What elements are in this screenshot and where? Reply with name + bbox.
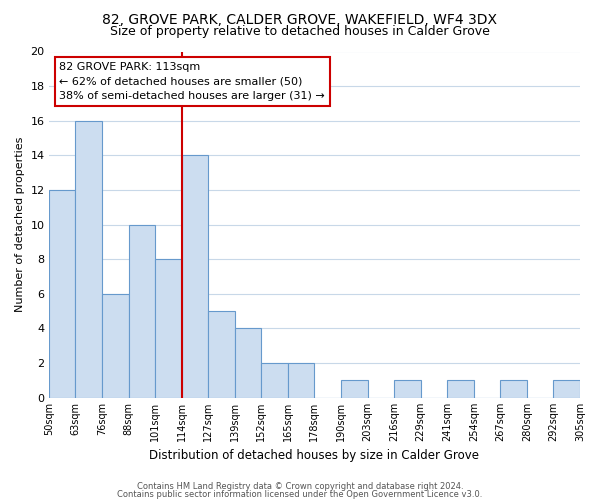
Bar	[500, 380, 527, 398]
Text: 82, GROVE PARK, CALDER GROVE, WAKEFIELD, WF4 3DX: 82, GROVE PARK, CALDER GROVE, WAKEFIELD,…	[103, 12, 497, 26]
X-axis label: Distribution of detached houses by size in Calder Grove: Distribution of detached houses by size …	[149, 450, 479, 462]
Bar	[182, 156, 208, 398]
Bar	[128, 224, 155, 398]
Text: Contains HM Land Registry data © Crown copyright and database right 2024.: Contains HM Land Registry data © Crown c…	[137, 482, 463, 491]
Y-axis label: Number of detached properties: Number of detached properties	[15, 137, 25, 312]
Bar	[288, 363, 314, 398]
Bar	[394, 380, 421, 398]
Bar	[341, 380, 368, 398]
Bar	[447, 380, 474, 398]
Bar	[49, 190, 76, 398]
Bar	[235, 328, 262, 398]
Bar	[76, 120, 102, 398]
Bar	[553, 380, 580, 398]
Bar	[102, 294, 128, 398]
Bar	[155, 259, 182, 398]
Text: Contains public sector information licensed under the Open Government Licence v3: Contains public sector information licen…	[118, 490, 482, 499]
Text: 82 GROVE PARK: 113sqm
← 62% of detached houses are smaller (50)
38% of semi-deta: 82 GROVE PARK: 113sqm ← 62% of detached …	[59, 62, 325, 102]
Bar	[262, 363, 288, 398]
Text: Size of property relative to detached houses in Calder Grove: Size of property relative to detached ho…	[110, 25, 490, 38]
Bar	[208, 311, 235, 398]
